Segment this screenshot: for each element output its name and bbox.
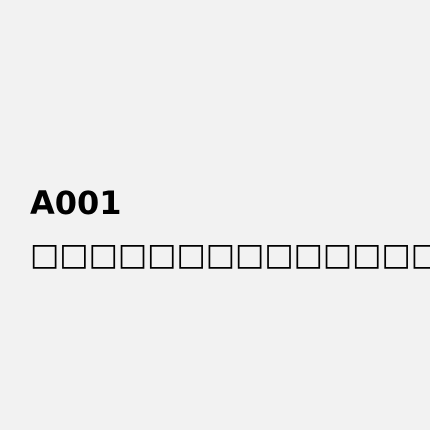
code-label: A001 bbox=[30, 184, 122, 222]
missing-glyph-text: □□□□□□□□□□□□□□□□□□ bbox=[30, 237, 430, 273]
